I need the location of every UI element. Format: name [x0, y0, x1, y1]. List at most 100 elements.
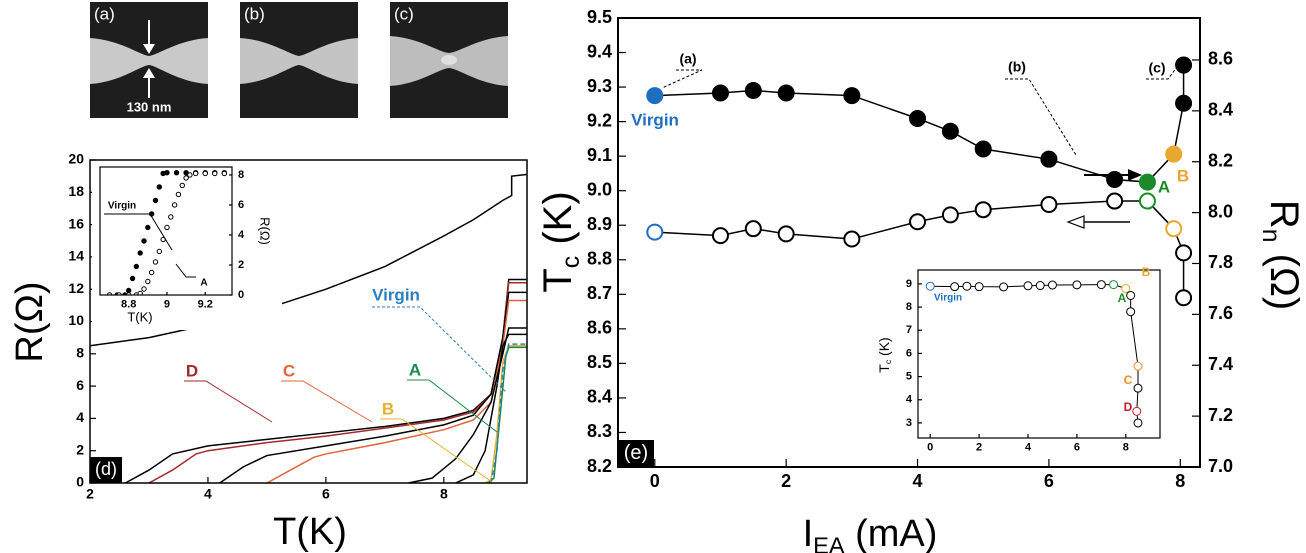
- y-tick-label: 4: [906, 394, 913, 406]
- y-tick-label: 9.0: [587, 179, 612, 199]
- data-point: [171, 202, 178, 208]
- series-line: [266, 299, 527, 483]
- data-point: [843, 87, 861, 105]
- sem-image-a: (a) 130 nm: [90, 2, 208, 118]
- y-tick-label: 0: [76, 474, 84, 490]
- y-tick-label: 8.4: [587, 387, 612, 407]
- data-point: [183, 175, 189, 181]
- x-tick-label: 8: [1123, 441, 1129, 453]
- data-point: [221, 170, 228, 177]
- y2-tick-label: 8.0: [1208, 201, 1233, 221]
- series-group: [925, 280, 1143, 428]
- axis-title-part: n: [1257, 229, 1284, 243]
- data-point: [909, 213, 927, 231]
- label-leader: [380, 418, 493, 483]
- y-tick-label: 8.5: [587, 352, 612, 372]
- y-tick-label: 8: [906, 301, 912, 313]
- data-point: [1126, 307, 1136, 317]
- annotation: (c): [1148, 60, 1165, 76]
- y-tick-label: 4: [238, 229, 245, 241]
- x-tick-label: 8.8: [121, 298, 136, 310]
- arrow-head: [1066, 215, 1085, 229]
- data-point: [925, 281, 935, 291]
- data-point: [744, 82, 762, 100]
- data-point: [1035, 281, 1045, 291]
- arrow-head: [143, 68, 155, 78]
- axis-title: R(Ω): [258, 217, 273, 245]
- x-tick-label: 2: [781, 471, 791, 491]
- series-line: [490, 343, 527, 483]
- axis-title-part: EA: [813, 533, 845, 553]
- y-tick-label: 6: [76, 377, 84, 393]
- chart-panel: 8.8 9 9.2 0 2 4 6 8 Virgin A: [92, 162, 282, 330]
- axis-title-part: T: [876, 364, 892, 373]
- y-tick-label: 8.3: [587, 421, 612, 441]
- chart-panel: 0 2 4 6 8 8.2 8.3 8.4 8.5 8.6 8.7 8.8 8.9 9.0 9.1 9.2 9.…: [587, 7, 1233, 491]
- data-point: [646, 87, 664, 105]
- panel-label-box: [618, 440, 654, 467]
- y-tick-label: 4: [76, 409, 84, 425]
- y-tick-label: 9: [906, 278, 912, 290]
- data-point: [1165, 145, 1183, 163]
- y-tick-label: 9.5: [587, 7, 612, 27]
- y-tick-label: 3: [906, 417, 912, 429]
- data-point: [168, 214, 174, 220]
- y-tick-label: 14: [68, 248, 84, 264]
- panel-label: (e): [624, 442, 648, 464]
- data-point: [1175, 244, 1193, 262]
- y-tick-label: 0: [238, 289, 244, 301]
- data-point: [646, 223, 664, 241]
- axis-title-part: I: [803, 513, 814, 553]
- series-label: A: [200, 278, 207, 289]
- point-label: B: [1177, 166, 1189, 185]
- y-tick-label: 2: [76, 441, 84, 457]
- sem-spot: [441, 55, 457, 65]
- chart-panel: 0 2 4 6 8 3 4 5 6 7 8 9 Virgin A B CD: [868, 262, 1170, 458]
- x-tick-label: 4: [1025, 441, 1032, 453]
- inset-background: [92, 162, 282, 330]
- x-tick-label: 8: [440, 486, 448, 502]
- axis-title-part: (K): [876, 337, 892, 360]
- annotation: (a): [679, 51, 696, 67]
- data-point: [125, 287, 132, 294]
- data-point: [183, 170, 189, 176]
- sem-image-b: (b): [240, 2, 358, 118]
- panel-label: (d): [95, 459, 117, 479]
- y-tick-label: 16: [68, 215, 84, 231]
- plot-frame: [617, 17, 1201, 468]
- y2-tick-label: 8.6: [1208, 49, 1233, 69]
- x-tick-label: 0: [650, 471, 660, 491]
- data-point: [1138, 173, 1156, 191]
- y-tick-label: 9.1: [587, 145, 612, 165]
- point-label: D: [1124, 400, 1133, 414]
- data-point: [711, 227, 729, 245]
- data-point: [777, 225, 795, 243]
- series-label: Virgin: [372, 285, 420, 304]
- sem-bridge: [240, 38, 358, 84]
- data-point: [192, 170, 199, 177]
- axis-title-part: c: [883, 359, 893, 364]
- series-group: [90, 173, 527, 483]
- y-tick-label: 8.7: [587, 283, 612, 303]
- data-point: [212, 170, 218, 177]
- data-point: [164, 224, 170, 231]
- annotation-leader: [1005, 78, 1077, 156]
- label-leader: [281, 380, 373, 423]
- x-tick-label: 6: [1074, 441, 1080, 453]
- axis-title-part: T: [536, 268, 580, 292]
- data-point: [1121, 284, 1131, 294]
- data-point: [1138, 192, 1156, 210]
- data-point: [1096, 280, 1106, 290]
- y-tick-label: 8.9: [587, 214, 612, 234]
- data-point: [941, 122, 959, 140]
- data-point: [1133, 383, 1143, 393]
- y2-tick-label: 7.4: [1208, 354, 1233, 374]
- data-point: [941, 206, 959, 224]
- data-point: [999, 282, 1009, 292]
- x-tick-label: 4: [913, 471, 923, 491]
- plot-frame: [89, 159, 528, 484]
- axis-arrows: [1066, 169, 1142, 229]
- x-tick-label: 8: [1175, 471, 1185, 491]
- data-point: [133, 263, 140, 270]
